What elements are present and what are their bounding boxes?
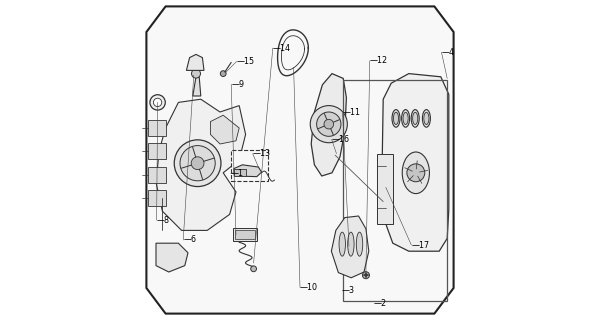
Text: —3: —3	[341, 286, 355, 295]
Ellipse shape	[422, 109, 430, 127]
Circle shape	[191, 69, 200, 78]
Circle shape	[407, 164, 425, 182]
Circle shape	[191, 157, 204, 170]
Text: —1: —1	[230, 169, 244, 178]
Ellipse shape	[339, 232, 346, 256]
Ellipse shape	[402, 152, 430, 194]
Text: —17: —17	[412, 241, 430, 250]
Polygon shape	[187, 54, 204, 70]
Ellipse shape	[403, 112, 408, 124]
Text: —4: —4	[442, 48, 454, 57]
Polygon shape	[146, 6, 454, 314]
Bar	[343, 80, 446, 301]
Ellipse shape	[394, 112, 398, 124]
Polygon shape	[311, 74, 346, 176]
Polygon shape	[156, 243, 188, 272]
Ellipse shape	[413, 112, 418, 124]
Text: —14: —14	[273, 44, 291, 52]
Text: —16: —16	[332, 135, 350, 144]
Polygon shape	[148, 167, 166, 183]
Circle shape	[174, 140, 221, 187]
Polygon shape	[382, 74, 449, 251]
Polygon shape	[156, 99, 245, 230]
Bar	[235, 230, 255, 239]
Ellipse shape	[356, 232, 363, 256]
Circle shape	[154, 98, 162, 107]
Circle shape	[220, 71, 226, 76]
Polygon shape	[211, 115, 239, 144]
Text: —9: —9	[231, 80, 244, 89]
Circle shape	[251, 266, 256, 272]
Polygon shape	[234, 165, 262, 177]
Text: —13: —13	[253, 149, 271, 158]
Polygon shape	[193, 77, 201, 96]
Bar	[233, 228, 257, 241]
Text: —15: —15	[236, 57, 255, 66]
Text: —8: —8	[157, 216, 170, 225]
Text: —2: —2	[374, 299, 387, 308]
Ellipse shape	[401, 109, 410, 127]
Ellipse shape	[347, 232, 354, 256]
Circle shape	[180, 146, 215, 181]
Circle shape	[362, 272, 370, 279]
Bar	[377, 154, 393, 224]
Text: —11: —11	[343, 108, 361, 117]
Text: —12: —12	[370, 56, 388, 65]
Text: —6: —6	[183, 236, 196, 244]
Polygon shape	[148, 143, 166, 159]
Ellipse shape	[411, 109, 419, 127]
Ellipse shape	[424, 112, 429, 124]
Circle shape	[317, 112, 341, 136]
Polygon shape	[148, 190, 166, 206]
Circle shape	[310, 106, 347, 143]
Polygon shape	[148, 120, 166, 136]
Bar	[231, 150, 268, 181]
Circle shape	[324, 119, 334, 129]
Polygon shape	[331, 216, 369, 278]
Text: —10: —10	[300, 283, 318, 292]
Circle shape	[150, 95, 165, 110]
Ellipse shape	[392, 109, 400, 127]
Bar	[234, 169, 246, 176]
